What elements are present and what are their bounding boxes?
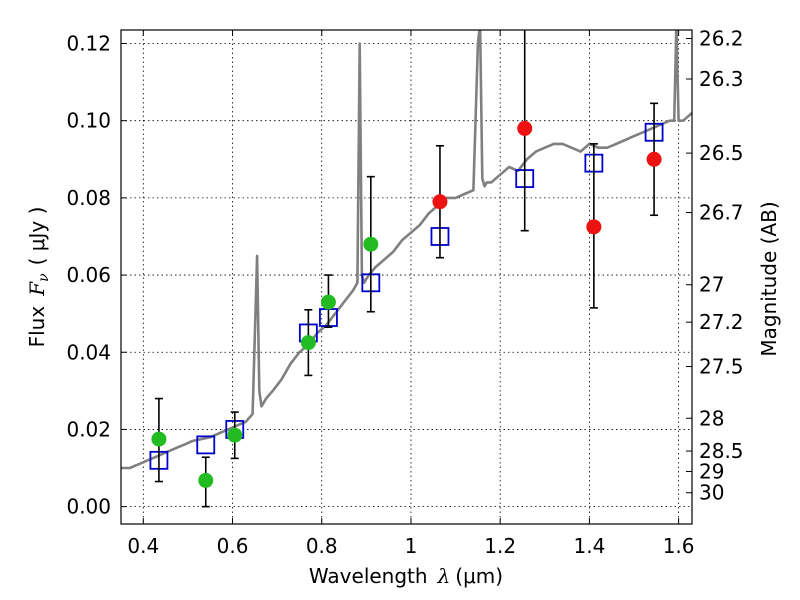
x-axis-label-prefix: Wavelength [309,564,428,588]
x-axis-label: Wavelength λ (μm) [309,564,503,588]
x-tick-label: 1.2 [484,534,516,558]
magnitude-tick-label: 28.5 [699,439,744,463]
x-tick-label: 1.4 [573,534,605,558]
nir-photometry-point [586,219,602,235]
nir-photometry-point [432,194,448,210]
y-tick-label: 0.06 [66,263,111,287]
y-axis-label: Flux Fν ( μJy ) [25,207,52,348]
y-tick-label: 0.04 [66,340,111,364]
y-tick-label: 0.08 [66,186,111,210]
x-tick-label: 0.4 [127,534,159,558]
y-tick-label: 0.00 [66,495,111,519]
y-axis-ticks: 0.00 0.02 0.04 0.06 0.08 0.10 0.12 [66,32,127,519]
y-tick-label: 0.10 [66,109,111,133]
magnitude-tick-label: 26.5 [699,141,744,165]
plot-area [121,30,692,508]
magnitude-tick-label: 26.7 [699,201,744,225]
y-axis-label-prefix: Flux [25,306,49,348]
optical-photometry-point [198,472,214,488]
optical-photometry-point [320,294,336,310]
magnitude-tick-label: 29 [699,460,724,484]
optical-photometry-point [227,427,243,443]
x-tick-label: 0.6 [217,534,249,558]
y-tick-label: 0.12 [66,32,111,56]
optical-photometry-point [363,236,379,252]
y-tick-label: 0.02 [66,417,111,441]
y-axis-label-unit: ( μJy ) [25,207,49,266]
model-photometry-square [196,435,216,455]
error-bars [154,30,659,508]
magnitude-tick-label: 26.3 [699,67,744,91]
photometry-points [151,120,662,488]
nir-photometry-point [517,120,533,136]
x-axis-label-symbol: λ [437,564,451,588]
y-axis-label-symbol: F [25,281,49,297]
x-axis-label-unit: (μm) [455,564,503,588]
nir-photometry-point [646,151,662,167]
optical-photometry-point [300,335,316,351]
magnitude-tick-label: 27.2 [699,310,744,334]
y-axis-label-subscript: ν [36,273,52,282]
plot-frame [120,29,693,525]
x-tick-label: 0.8 [306,534,338,558]
magnitude-tick-label: 26.2 [699,26,744,50]
magnitude-tick-label: 28 [699,406,724,430]
x-axis-ticks: 0.4 0.6 0.8 1 1.2 1.4 1.6 [127,30,695,558]
x-tick-label: 1.6 [663,534,695,558]
magnitude-tick-label: 27.5 [699,355,744,379]
magnitude-axis-label: Magnitude (AB) [757,201,781,356]
x-tick-label: 1 [405,534,418,558]
magnitude-tick-label: 30 [699,481,724,505]
magnitude-tick-label: 27 [699,273,724,297]
optical-photometry-point [151,431,167,447]
